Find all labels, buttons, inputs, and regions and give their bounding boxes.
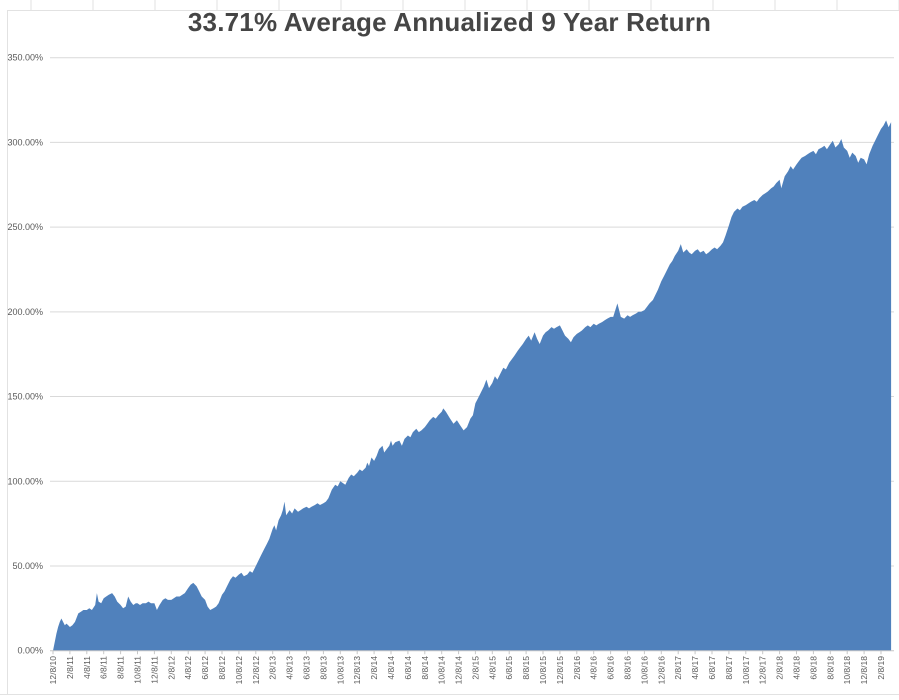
y-axis-label: 50.00% xyxy=(12,561,43,571)
y-axis-label: 100.00% xyxy=(7,476,43,486)
x-axis-label: 10/8/16 xyxy=(639,656,649,685)
x-axis-label: 6/8/18 xyxy=(808,656,818,680)
x-axis-label: 12/8/14 xyxy=(454,656,464,685)
x-axis-label: 6/8/17 xyxy=(707,656,717,680)
y-axis-label: 0.00% xyxy=(17,646,43,656)
x-axis-label: 12/8/15 xyxy=(555,656,565,685)
y-axis-label: 200.00% xyxy=(7,307,43,317)
x-axis-label: 8/8/16 xyxy=(623,656,633,680)
x-axis-label: 4/8/17 xyxy=(690,656,700,680)
x-axis-label: 12/8/10 xyxy=(48,656,58,685)
x-axis-label: 4/8/11 xyxy=(82,656,92,679)
x-axis-label: 2/8/13 xyxy=(268,656,278,680)
x-axis-label: 10/8/13 xyxy=(335,656,345,685)
x-axis-label: 12/8/12 xyxy=(251,656,261,685)
x-axis-label: 4/8/18 xyxy=(792,656,802,680)
x-axis-label: 10/8/14 xyxy=(437,656,447,685)
x-axis-label: 10/8/12 xyxy=(234,656,244,685)
x-axis-label: 6/8/11 xyxy=(99,656,109,679)
x-axis-label: 12/8/11 xyxy=(149,656,159,684)
x-axis-label: 8/8/17 xyxy=(724,656,734,680)
x-axis-label: 2/8/18 xyxy=(775,656,785,680)
x-axis-label: 2/8/16 xyxy=(572,656,582,680)
x-axis-label: 12/8/18 xyxy=(859,656,869,685)
x-axis-label: 6/8/14 xyxy=(403,656,413,680)
y-axis-label: 150.00% xyxy=(7,392,43,402)
x-axis-label: 4/8/14 xyxy=(386,656,396,680)
y-axis-label: 350.00% xyxy=(7,53,43,63)
x-axis-label: 6/8/12 xyxy=(200,656,210,680)
x-axis-label: 2/8/11 xyxy=(65,656,75,679)
x-axis-label: 6/8/15 xyxy=(504,656,514,680)
x-axis-label: 8/8/14 xyxy=(420,656,430,680)
x-axis-label: 8/8/18 xyxy=(825,656,835,680)
return-area-series xyxy=(53,120,892,651)
x-axis-label: 2/8/12 xyxy=(166,656,176,680)
x-axis-label: 4/8/15 xyxy=(487,656,497,680)
x-axis-label: 4/8/12 xyxy=(183,656,193,680)
x-axis-label: 8/8/11 xyxy=(116,656,126,679)
x-axis-label: 12/8/17 xyxy=(758,656,768,685)
y-axis-label: 250.00% xyxy=(7,222,43,232)
x-axis-label: 10/8/18 xyxy=(842,656,852,685)
x-axis-label: 2/8/19 xyxy=(876,656,886,680)
x-axis-label: 10/8/11 xyxy=(133,656,143,684)
x-axis-label: 4/8/16 xyxy=(589,656,599,680)
x-axis-label: 2/8/15 xyxy=(470,656,480,680)
x-axis-label: 2/8/14 xyxy=(369,656,379,680)
x-axis-label: 12/8/16 xyxy=(656,656,666,685)
x-axis-label: 8/8/15 xyxy=(521,656,531,680)
x-axis-label: 2/8/17 xyxy=(673,656,683,680)
x-axis-label: 12/8/13 xyxy=(352,656,362,685)
x-axis-label: 10/8/15 xyxy=(538,656,548,685)
chart-title: 33.71% Average Annualized 9 Year Return xyxy=(187,7,712,37)
x-axis-label: 10/8/17 xyxy=(741,656,751,685)
y-axis-label: 300.00% xyxy=(7,137,43,147)
x-axis-label: 6/8/16 xyxy=(606,656,616,680)
x-axis-label: 4/8/13 xyxy=(285,656,295,680)
x-axis-label: 8/8/13 xyxy=(318,656,328,680)
x-axis-label: 6/8/13 xyxy=(302,656,312,680)
x-axis-label: 8/8/12 xyxy=(217,656,227,680)
